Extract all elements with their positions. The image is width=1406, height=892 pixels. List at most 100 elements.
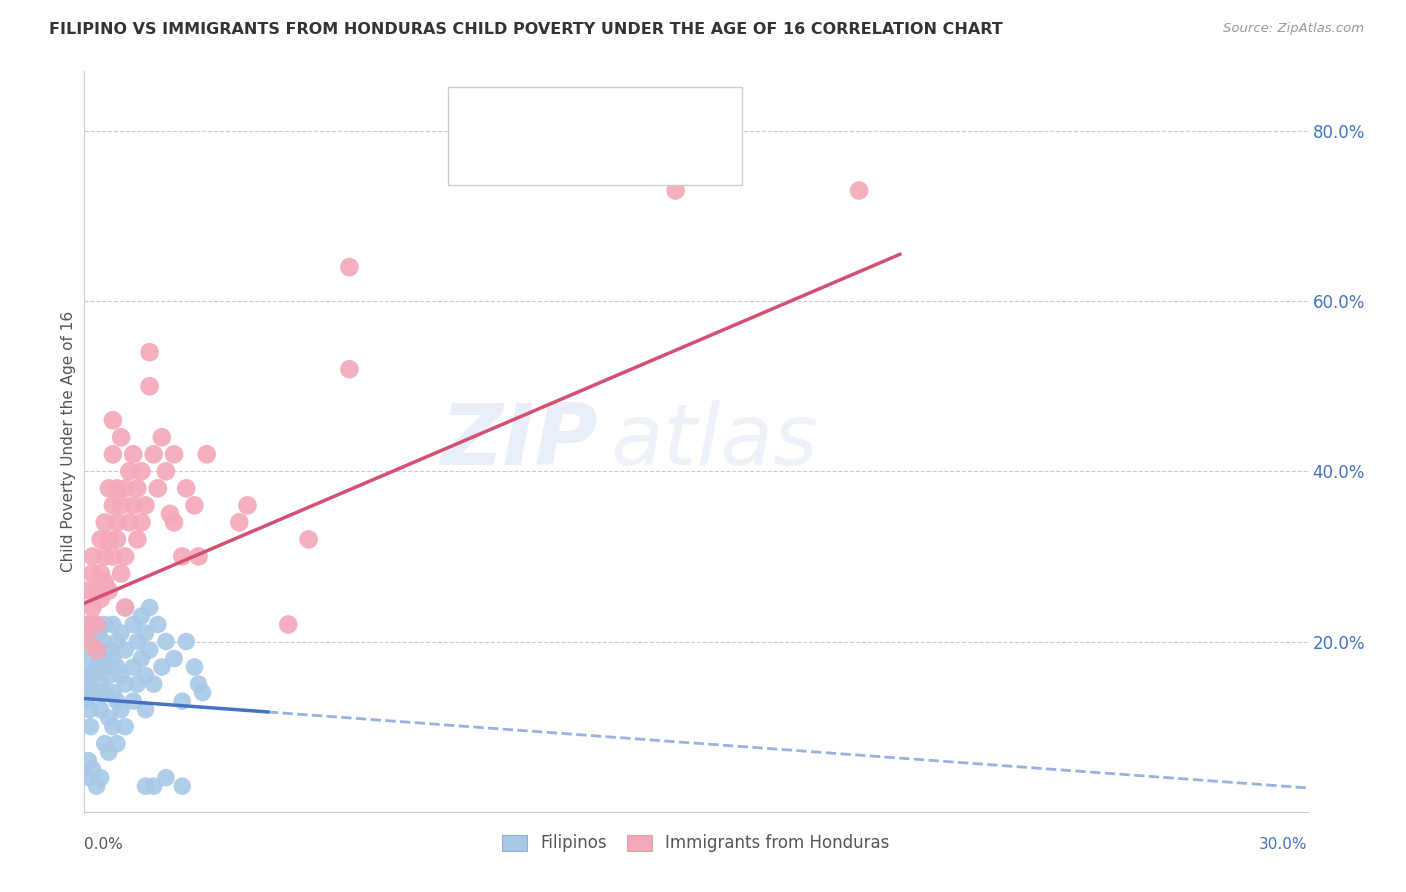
Point [90,771,112,785]
Point [135,499,157,513]
Point [142,677,165,691]
Point [97,745,120,759]
Point [101,617,124,632]
Point [146,617,169,632]
Point [76,668,98,682]
Point [82,685,104,699]
Point [339,362,361,376]
Point [105,737,128,751]
Legend: Filipinos, Immigrants from Honduras: Filipinos, Immigrants from Honduras [495,828,897,859]
Point [86,643,108,657]
Point [172,694,194,708]
Point [86,643,108,657]
Point [163,447,186,461]
Point [228,516,250,530]
Point [110,566,132,581]
Point [97,583,120,598]
Point [90,677,112,691]
Point [131,609,153,624]
Point [114,481,136,495]
Point [122,617,145,632]
Point [93,574,115,589]
Point [183,660,205,674]
Point [93,617,115,632]
Point [87,626,110,640]
Point [110,430,132,444]
Point [82,762,104,776]
Point [138,379,160,393]
Point [114,600,136,615]
Point [127,533,149,547]
Point [131,651,153,665]
Point [174,481,197,495]
Point [77,754,100,768]
Point [298,533,321,547]
Point [91,634,114,648]
Point [110,668,132,682]
Point [118,516,141,530]
Point [86,779,108,793]
Point [97,533,120,547]
Point [122,499,145,513]
Point [114,600,136,615]
Point [105,634,128,648]
Point [77,617,100,632]
Text: atlas: atlas [610,400,818,483]
Point [97,481,120,495]
Text: FILIPINO VS IMMIGRANTS FROM HONDURAS CHILD POVERTY UNDER THE AGE OF 16 CORRELATI: FILIPINO VS IMMIGRANTS FROM HONDURAS CHI… [49,22,1002,37]
Text: ZIP: ZIP [440,400,598,483]
Point [114,643,136,657]
Point [93,516,115,530]
Point [131,516,153,530]
Point [105,694,128,708]
Point [848,184,870,198]
Point [82,634,104,648]
Point [105,481,128,495]
Point [101,447,124,461]
Point [97,643,120,657]
Point [172,779,194,793]
Point [110,626,132,640]
Point [101,499,124,513]
Point [163,651,186,665]
Point [77,583,100,598]
Point [101,549,124,564]
Point [75,694,97,708]
Point [101,685,124,699]
Point [114,549,136,564]
Point [105,516,128,530]
Point [90,591,112,606]
Point [187,549,209,564]
Point [82,600,104,615]
Point [77,651,100,665]
Point [135,668,157,682]
Point [110,703,132,717]
Point [135,626,157,640]
Point [86,685,108,699]
Point [101,720,124,734]
Point [146,481,169,495]
Point [127,634,149,648]
Point [142,447,165,461]
Point [183,499,205,513]
Point [174,634,197,648]
Point [86,660,108,674]
Point [110,499,132,513]
Point [114,677,136,691]
Point [122,660,145,674]
Point [142,779,165,793]
Point [138,600,160,615]
Point [77,703,100,717]
Point [138,345,160,359]
Point [93,549,115,564]
Point [127,481,149,495]
Text: 0.0%: 0.0% [84,837,124,852]
Point [82,668,104,682]
Point [90,703,112,717]
Point [93,685,115,699]
Point [105,533,128,547]
Y-axis label: Child Poverty Under the Age of 16: Child Poverty Under the Age of 16 [60,311,76,572]
Point [339,260,361,274]
Point [135,703,157,717]
Point [114,720,136,734]
